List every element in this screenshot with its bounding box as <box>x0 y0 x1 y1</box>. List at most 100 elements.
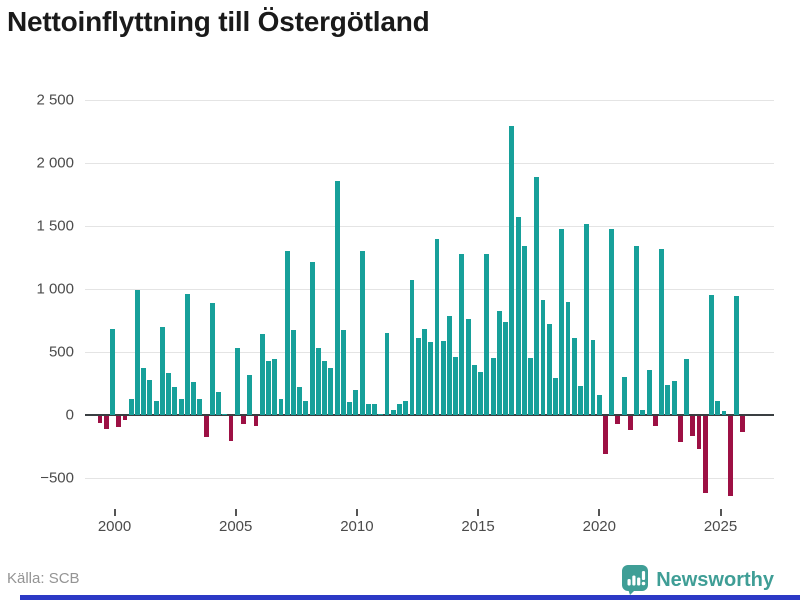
bar-2023-Q4 <box>690 416 696 437</box>
bar-2002-Q3 <box>159 326 165 415</box>
bar-2025-Q1 <box>721 411 727 415</box>
bar-2018-Q2 <box>553 377 558 415</box>
gridline-1000 <box>85 289 774 290</box>
bar-2004-Q4 <box>216 391 221 415</box>
bar-2012-Q4 <box>415 338 421 415</box>
bar-2019-Q3 <box>584 224 590 415</box>
bar-2024-Q4 <box>715 401 721 415</box>
bar-2004-Q1 <box>197 399 203 415</box>
bar-2012-Q1 <box>397 403 402 415</box>
x-tick-2025 <box>719 509 722 516</box>
bar-2018-Q3 <box>559 229 565 415</box>
bar-2012-Q3 <box>409 280 415 415</box>
chart-title: Nettoinflyttning till Östergötland <box>7 6 430 37</box>
bar-2001-Q1 <box>122 416 128 421</box>
bar-2010-Q2 <box>353 389 359 415</box>
bar-2023-Q1 <box>671 380 677 415</box>
bar-2008-Q1 <box>297 386 303 415</box>
bar-2008-Q3 <box>309 261 315 415</box>
bar-2014-Q3 <box>459 253 465 415</box>
bar-2020-Q1 <box>596 395 602 415</box>
bar-2020-Q3 <box>609 228 615 415</box>
bar-2003-Q4 <box>191 381 197 415</box>
x-tick-2015 <box>477 509 480 516</box>
bar-2008-Q4 <box>315 348 321 415</box>
y-tick-label-1000: 1 000 <box>36 280 74 298</box>
bar-2021-Q1 <box>621 377 627 415</box>
bar-2018-Q4 <box>565 302 571 415</box>
x-tick-2005 <box>234 509 237 516</box>
y-tick-label-2000: 2 000 <box>36 154 74 172</box>
bar-2013-Q1 <box>422 328 427 415</box>
bar-2000-Q1 <box>97 416 103 423</box>
bar-2008-Q2 <box>303 400 309 415</box>
bar-2013-Q3 <box>434 238 440 415</box>
bar-2019-Q2 <box>578 386 583 415</box>
bar-2003-Q3 <box>184 294 190 415</box>
bar-2010-Q1 <box>347 401 353 415</box>
bar-2002-Q2 <box>153 401 159 415</box>
bar-2011-Q1 <box>372 404 377 415</box>
bar-2015-Q4 <box>490 358 496 415</box>
bar-2016-Q1 <box>496 311 502 415</box>
bar-2007-Q4 <box>290 329 296 415</box>
bar-2000-Q2 <box>103 416 109 430</box>
bar-2017-Q1 <box>521 245 527 415</box>
bar-2003-Q1 <box>172 386 178 415</box>
x-tick-label-2005: 2005 <box>219 518 253 535</box>
bar-2016-Q4 <box>515 217 521 415</box>
bar-2020-Q2 <box>602 416 608 455</box>
bar-2006-Q2 <box>253 416 259 427</box>
bar-2006-Q1 <box>247 374 253 415</box>
x-tick-2000 <box>113 509 116 516</box>
bar-2025-Q2 <box>727 416 733 496</box>
bar-2014-Q2 <box>453 357 459 415</box>
bar-2005-Q3 <box>234 348 240 415</box>
bar-2001-Q3 <box>134 290 140 415</box>
bar-2007-Q3 <box>284 251 290 415</box>
bar-2003-Q2 <box>178 398 184 415</box>
bottom-accent-strip <box>20 595 800 600</box>
y-tick-label-2500: 2 500 <box>36 91 74 109</box>
x-tick-label-2020: 2020 <box>582 518 616 535</box>
bar-2021-Q4 <box>640 409 646 415</box>
bar-2009-Q1 <box>322 360 328 415</box>
gridline-1500 <box>85 226 774 227</box>
x-tick-label-2010: 2010 <box>340 518 374 535</box>
bar-2017-Q2 <box>528 358 533 415</box>
x-tick-label-2015: 2015 <box>461 518 495 535</box>
bar-2017-Q3 <box>534 177 540 415</box>
newsworthy-logo-icon <box>622 565 649 595</box>
bar-2025-Q3 <box>734 295 739 415</box>
bar-2013-Q4 <box>440 340 446 415</box>
bar-2010-Q4 <box>365 404 371 415</box>
y-tick-label--500: −500 <box>40 469 74 487</box>
y-tick-label-0: 0 <box>65 406 74 424</box>
bar-2011-Q2 <box>378 414 384 415</box>
brand-logo: Newsworthy <box>622 565 774 595</box>
bar-2022-Q3 <box>659 248 665 415</box>
bar-2024-Q3 <box>709 295 714 415</box>
bar-2024-Q2 <box>702 416 708 493</box>
x-tick-2020 <box>598 509 601 516</box>
bar-2022-Q1 <box>646 370 652 415</box>
bar-2019-Q4 <box>590 340 596 415</box>
bar-2015-Q1 <box>471 364 477 415</box>
zero-axis-line <box>85 414 774 416</box>
bar-2016-Q2 <box>503 322 509 415</box>
bar-2016-Q3 <box>509 125 515 415</box>
bar-2004-Q3 <box>209 303 215 415</box>
bar-2010-Q3 <box>359 250 365 415</box>
bar-2022-Q4 <box>665 385 671 415</box>
bar-2009-Q4 <box>340 329 346 415</box>
gridline-2000 <box>85 163 774 164</box>
bar-2005-Q2 <box>228 416 234 442</box>
bar-2004-Q2 <box>203 416 209 437</box>
bar-2014-Q1 <box>446 316 452 415</box>
bar-2009-Q3 <box>334 181 340 415</box>
bar-2022-Q2 <box>652 416 658 427</box>
x-tick-2010 <box>355 509 358 516</box>
brand-name: Newsworthy <box>656 568 774 591</box>
x-tick-label-2025: 2025 <box>703 518 738 535</box>
